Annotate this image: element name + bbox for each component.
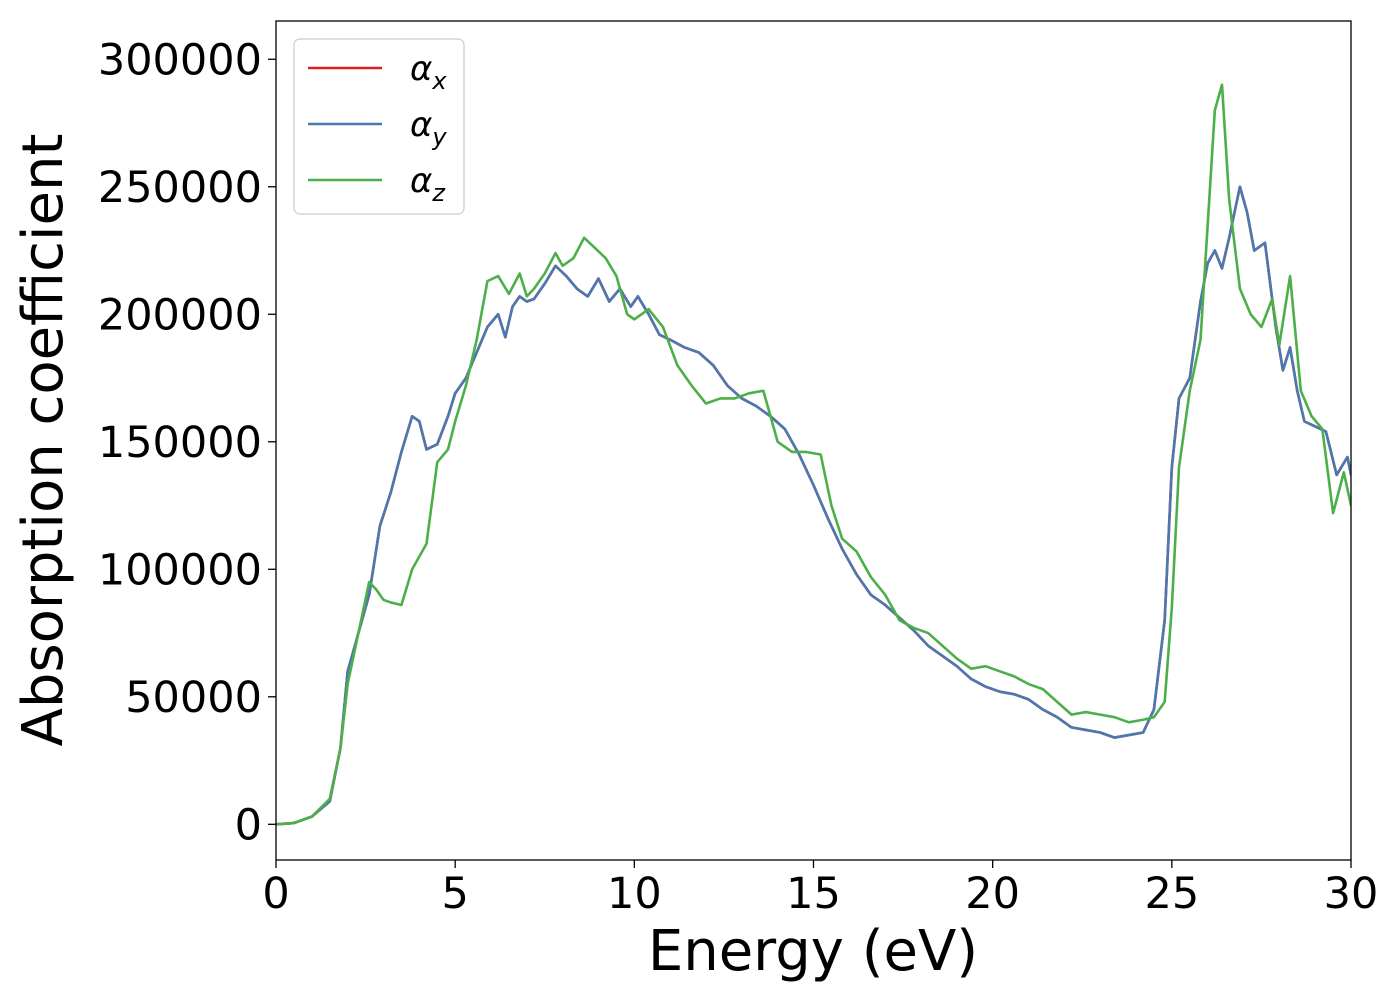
y-tick-label: 100000: [98, 545, 262, 595]
y-axis-ticks: 0 50000 100000 150000 200000 250000 300000: [98, 35, 276, 850]
y-tick-label: 50000: [125, 673, 262, 723]
x-tick-label: 30: [1324, 869, 1379, 919]
x-tick-label: 20: [965, 869, 1020, 919]
x-tick-label: 15: [786, 869, 841, 919]
y-axis-label: Absorption coefficient: [11, 134, 76, 747]
x-tick-label: 10: [607, 869, 662, 919]
y-tick-label: 150000: [98, 418, 262, 468]
legend-label: αz: [410, 161, 446, 207]
legend-entry-z: αz: [308, 161, 446, 207]
legend: αx αy αz: [293, 38, 465, 215]
legend-label: αx: [410, 49, 447, 95]
x-tick-label: 25: [1144, 869, 1199, 919]
legend-entry-x: αx: [308, 49, 447, 95]
y-tick-label: 250000: [98, 163, 262, 213]
x-axis-label: Energy (eV): [648, 919, 978, 984]
x-tick-label: 5: [441, 869, 468, 919]
y-tick-label: 200000: [98, 290, 262, 340]
series-line-x: [276, 185, 1351, 826]
legend-label: αy: [410, 105, 447, 151]
series-line-z: [276, 83, 1351, 826]
x-axis-ticks: 0 5 10 15 20 25 30: [262, 860, 1378, 919]
legend-entry-y: αy: [308, 105, 447, 151]
x-tick-label: 0: [262, 869, 289, 919]
series-line-y: [276, 185, 1351, 826]
y-tick-label: 300000: [98, 35, 262, 85]
y-tick-label: 0: [235, 800, 262, 850]
legend-box: [293, 38, 465, 215]
series-layer: [276, 83, 1351, 826]
